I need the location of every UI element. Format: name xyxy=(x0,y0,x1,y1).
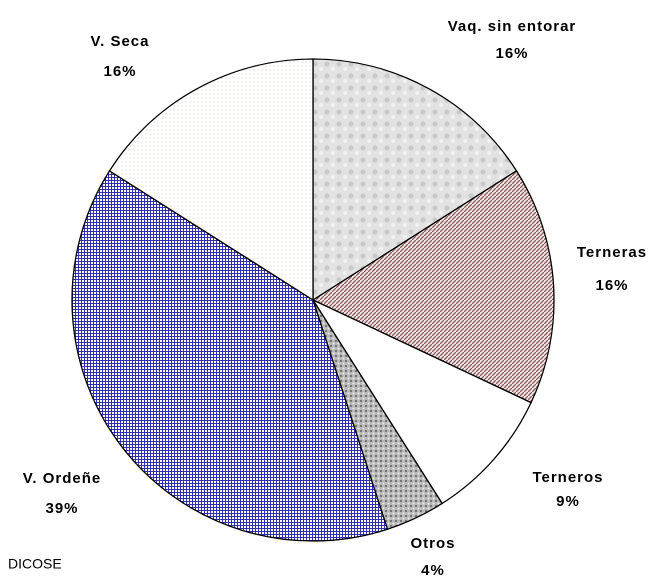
slice-value: 9% xyxy=(556,493,580,510)
source: DICOSE xyxy=(8,556,62,572)
slice-label: Otros xyxy=(410,535,455,552)
slice-value: 16% xyxy=(103,63,136,80)
slice-label: Vaq. sin entorar xyxy=(448,18,577,35)
pie-slice xyxy=(311,298,532,505)
slice-label: V. Ordeñe xyxy=(23,470,101,487)
slice-label: Terneros xyxy=(532,469,603,486)
pie-slice xyxy=(311,169,555,404)
slice-value: 16% xyxy=(495,45,528,62)
slice-label: Terneras xyxy=(577,244,647,261)
slice-value: 16% xyxy=(595,277,628,294)
slice-label: V. Seca xyxy=(91,33,150,50)
pie-slice xyxy=(312,58,518,302)
slice-value: 4% xyxy=(421,562,445,579)
slice-value: 39% xyxy=(45,500,78,517)
pie-slice xyxy=(108,58,314,302)
pie-slice xyxy=(71,169,389,542)
